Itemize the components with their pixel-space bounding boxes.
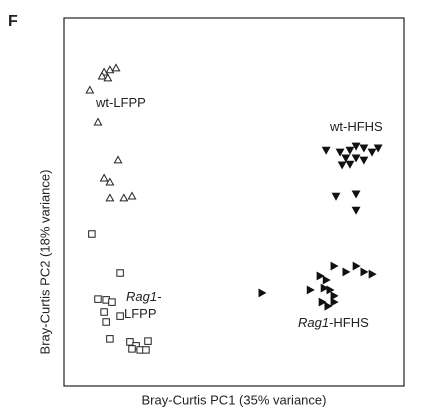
point [368, 269, 377, 279]
plot-frame [63, 17, 405, 387]
point [367, 148, 377, 157]
point [342, 267, 351, 277]
point [99, 173, 109, 182]
point [351, 142, 361, 151]
point [330, 291, 339, 301]
group-label: Rag1-HFHS [298, 315, 369, 330]
point [126, 338, 134, 346]
point [105, 177, 115, 186]
point [106, 335, 114, 343]
point [102, 318, 110, 326]
point [318, 297, 327, 307]
point [306, 285, 315, 295]
point [330, 297, 339, 307]
point [341, 154, 351, 163]
label-text: -HFHS [329, 315, 369, 330]
point [108, 298, 116, 306]
point [330, 261, 339, 271]
point [321, 146, 331, 155]
point [97, 71, 107, 80]
point [320, 283, 329, 293]
label-italic: Rag1 [298, 315, 329, 330]
point [103, 73, 113, 82]
point [111, 63, 121, 72]
point [85, 85, 95, 94]
panel-label: F [8, 13, 18, 30]
point [359, 144, 369, 153]
point [351, 206, 361, 215]
point [144, 337, 152, 345]
point [352, 261, 361, 271]
point [105, 193, 115, 202]
point [351, 154, 361, 163]
label-text: LFPP [124, 306, 157, 321]
point [337, 161, 347, 170]
point [93, 117, 103, 126]
point [326, 285, 335, 295]
y-axis-label: Bray-Curtis PC2 (18% variance) [37, 170, 52, 355]
point [105, 65, 115, 74]
point [116, 269, 124, 277]
point [351, 190, 361, 199]
label-text: wt-LFPP [95, 95, 146, 110]
point [100, 308, 108, 316]
point [258, 288, 267, 298]
point [335, 148, 345, 157]
point [113, 155, 123, 164]
label-italic: Rag1- [126, 289, 162, 304]
group-label: wt-LFPP [95, 95, 146, 110]
point [324, 301, 333, 311]
point [345, 146, 355, 155]
group-label: Rag1- LFPP [124, 289, 162, 321]
point [316, 271, 325, 281]
point [94, 295, 102, 303]
point [360, 267, 369, 277]
label-text: wt-HFHS [329, 119, 383, 134]
point [331, 192, 341, 201]
point [88, 230, 96, 238]
point [142, 346, 150, 354]
point [345, 160, 355, 169]
point [127, 191, 137, 200]
point [119, 193, 129, 202]
point [373, 144, 383, 153]
group-label: wt-HFHS [329, 119, 383, 134]
point [128, 345, 136, 353]
point [116, 312, 124, 320]
point [359, 156, 369, 165]
x-axis-label: Bray-Curtis PC1 (35% variance) [142, 392, 327, 407]
point [322, 275, 331, 285]
